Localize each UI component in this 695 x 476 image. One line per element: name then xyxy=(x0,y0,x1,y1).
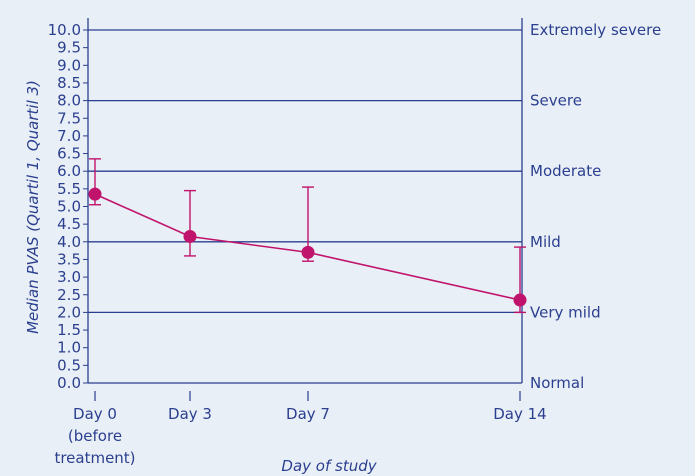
series-layer xyxy=(88,158,527,314)
y-tick-label: 8.5 xyxy=(57,74,81,92)
severity-label-extremely-severe: Extremely severe xyxy=(530,21,661,39)
x-tick-label: Day 3 xyxy=(168,405,212,423)
x-tick-label: Day 0 xyxy=(73,405,117,423)
x-tick-label: treatment) xyxy=(54,449,135,467)
y-tick-label: 2.0 xyxy=(57,303,81,321)
y-tick-label: 9.0 xyxy=(57,56,81,74)
y-tick-label: 9.5 xyxy=(57,39,81,57)
x-tick-label: Day 7 xyxy=(286,405,330,423)
median-point xyxy=(513,293,527,307)
y-tick-label: 6.0 xyxy=(57,162,81,180)
y-tick-label: 6.5 xyxy=(57,145,81,163)
y-tick-label: 5.5 xyxy=(57,180,81,198)
y-tick-label: 3.5 xyxy=(57,250,81,268)
severity-label-moderate: Moderate xyxy=(530,162,601,180)
severity-label-severe: Severe xyxy=(530,92,582,110)
severity-label-mild: Mild xyxy=(530,233,561,251)
median-point xyxy=(88,187,102,201)
y-tick-label: 10.0 xyxy=(48,21,81,39)
y-axis-title: Median PVAS (Quartil 1, Quartil 3) xyxy=(24,80,42,334)
median-line xyxy=(94,193,521,301)
x-axis-title: Day of study xyxy=(281,457,377,475)
median-point xyxy=(183,230,197,244)
y-tick-label: 5.0 xyxy=(57,198,81,216)
y-tick-label: 7.0 xyxy=(57,127,81,145)
x-tick-label: Day 14 xyxy=(493,405,546,423)
severity-label-normal: Normal xyxy=(530,374,584,392)
y-tick-label: 8.0 xyxy=(57,92,81,110)
label-layer: Normal Very mild Mild Moderate Severe Extreme… xyxy=(48,21,662,467)
severity-label-very-mild: Very mild xyxy=(530,303,601,321)
y-tick-label: 0.0 xyxy=(57,374,81,392)
grid-layer xyxy=(88,29,522,384)
y-tick-label: 4.0 xyxy=(57,233,81,251)
y-tick-label: 2.5 xyxy=(57,286,81,304)
y-tick-label: 1.5 xyxy=(57,321,81,339)
y-tick-label: 7.5 xyxy=(57,109,81,127)
median-point xyxy=(301,245,315,259)
x-tick-label: (before xyxy=(68,427,122,445)
y-tick-label: 0.5 xyxy=(57,356,81,374)
y-tick-label: 4.5 xyxy=(57,215,81,233)
y-tick-label: 1.0 xyxy=(57,339,81,357)
y-tick-label: 3.0 xyxy=(57,268,81,286)
axis-layer xyxy=(83,18,523,401)
